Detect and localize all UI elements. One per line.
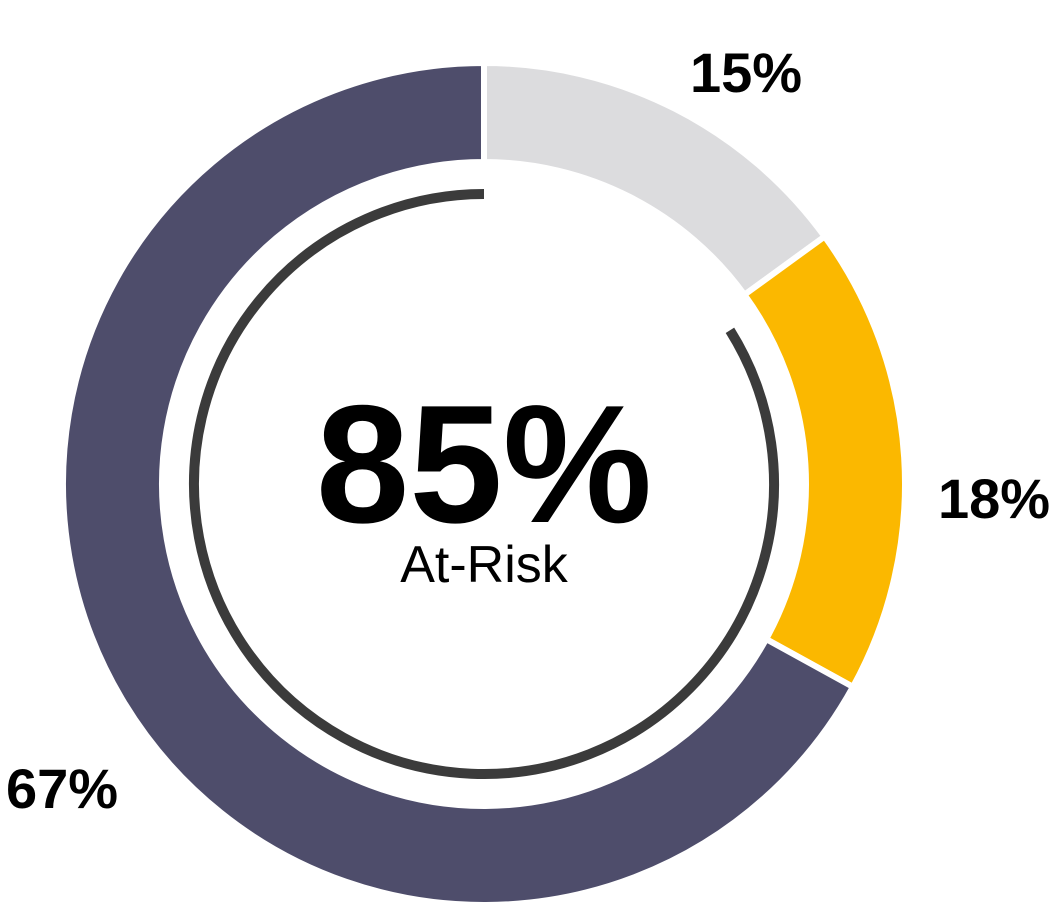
slice-label: 67% <box>6 757 118 820</box>
center-value: 85% <box>316 370 652 558</box>
donut-slice <box>60 59 858 908</box>
center-caption: At-Risk <box>400 536 569 594</box>
at-risk-inner-arc <box>189 189 779 779</box>
slice-label: 18% <box>938 467 1050 530</box>
slice-label: 15% <box>690 41 802 104</box>
donut-slices <box>60 59 908 908</box>
slice-labels: 15% 18% 67% <box>6 41 1050 820</box>
